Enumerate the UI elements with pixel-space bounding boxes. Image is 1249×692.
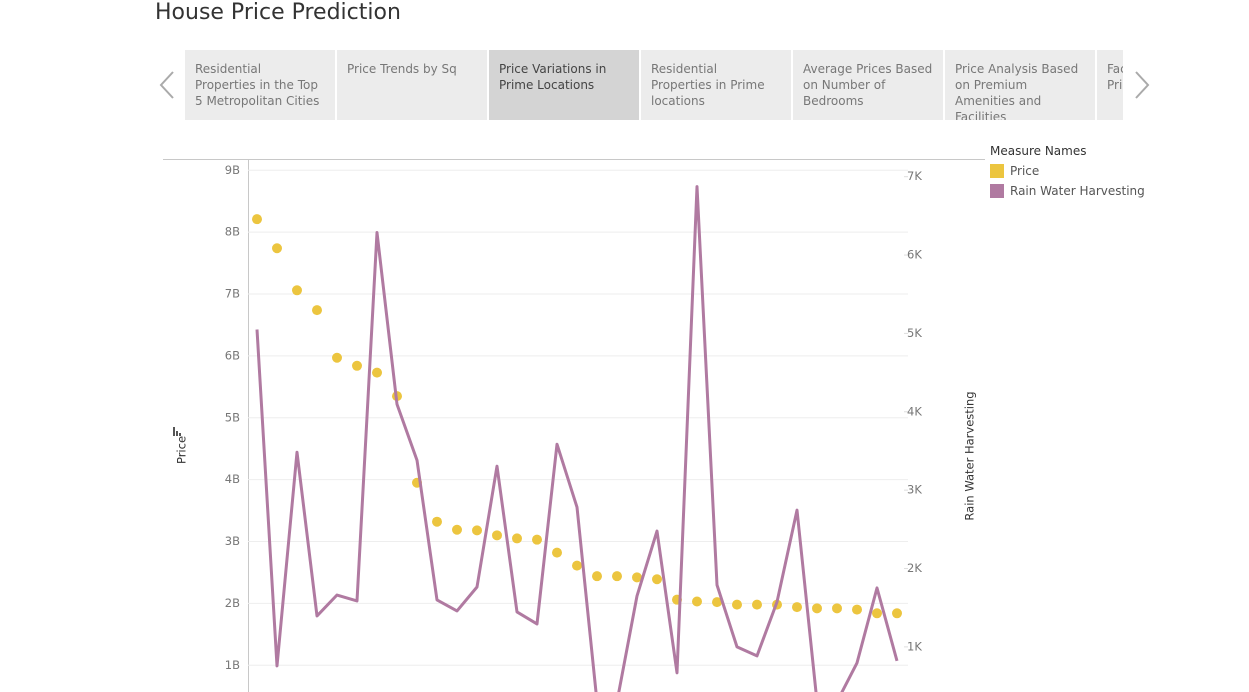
price-dot — [312, 305, 322, 316]
rain-water-line — [255, 185, 899, 692]
price-dot — [432, 516, 442, 527]
price-dot — [572, 560, 582, 571]
price-dot — [592, 571, 602, 582]
y2-tick-label: 6K — [907, 248, 922, 262]
y-tick-label: 5B — [225, 410, 240, 424]
y2-tick-label: 2K — [907, 561, 922, 575]
price-dot — [532, 534, 542, 545]
price-dot — [552, 547, 562, 558]
y-tick-label: 3B — [225, 534, 240, 548]
legend-title: Measure Names — [990, 144, 1087, 158]
tab[interactable]: Price Variations in Prime Locations — [489, 50, 639, 120]
y-tick-label: 7B — [225, 287, 240, 301]
y-tick-label: 8B — [225, 225, 240, 239]
price-dot — [832, 603, 842, 614]
y-tick-label: 6B — [225, 348, 240, 362]
y2-tick-label: 3K — [907, 483, 922, 497]
price-dot — [272, 243, 282, 254]
price-dot — [632, 572, 642, 583]
y2-tick-label: 5K — [907, 326, 922, 340]
y-tick-label: 1B — [225, 658, 240, 672]
tab[interactable]: Average Prices Based on Number of Bedroo… — [793, 50, 943, 120]
tab[interactable]: Price Trends by Sq — [337, 50, 487, 120]
price-dot — [332, 352, 342, 363]
y2-axis-title: Rain Water Harvesting — [963, 391, 977, 520]
tab[interactable]: Fac Pri — [1097, 50, 1123, 120]
price-dot — [472, 525, 482, 536]
y-tick-label: 9B — [225, 163, 240, 177]
legend-label: Rain Water Harvesting — [1010, 184, 1145, 198]
price-dot — [512, 533, 522, 544]
tab[interactable]: Price Analysis Based on Premium Amenitie… — [945, 50, 1095, 120]
price-dot — [652, 574, 662, 585]
price-dot — [612, 571, 622, 582]
price-dot — [712, 597, 722, 608]
price-dot — [292, 285, 302, 296]
price-dot — [252, 214, 262, 225]
price-dot — [892, 608, 902, 619]
page-title: House Price Prediction — [155, 0, 401, 25]
legend-swatch — [990, 164, 1004, 178]
price-dot — [792, 602, 802, 613]
legend-label: Price — [1010, 164, 1040, 178]
tab[interactable]: Residential Properties in Prime location… — [641, 50, 791, 120]
price-dot — [692, 596, 702, 607]
tab[interactable]: Residential Properties in the Top 5 Metr… — [185, 50, 335, 120]
sort-icon[interactable] — [173, 427, 181, 436]
chart: Price Rain Water Harvesting 1B 2B 3B 4B 5B 6B… — [163, 159, 985, 692]
y-tick-label: 2B — [225, 596, 240, 610]
y2-tick-label: 7K — [907, 169, 922, 183]
y-axis-title: Price — [175, 436, 189, 464]
legend-swatch — [990, 184, 1004, 198]
legend-item[interactable]: Rain Water Harvesting — [990, 184, 1145, 198]
y2-tick-label: 1K — [907, 639, 922, 653]
price-dot — [812, 603, 822, 614]
price-dot — [732, 599, 742, 610]
prev-arrow[interactable] — [158, 70, 178, 100]
price-dot — [492, 530, 502, 541]
price-dot — [872, 608, 882, 619]
legend-item[interactable]: Price — [990, 164, 1145, 178]
y2-tick-label: 4K — [907, 404, 922, 418]
legend: Measure Names Price Rain Water Harvesting — [990, 144, 1145, 198]
price-dot — [352, 360, 362, 371]
price-dot — [752, 599, 762, 610]
next-arrow[interactable] — [1132, 70, 1152, 100]
price-dot — [372, 367, 382, 378]
tab-strip: Residential Properties in the Top 5 Metr… — [185, 50, 1123, 120]
price-dot — [452, 524, 462, 535]
price-dot — [852, 604, 862, 615]
plot — [252, 185, 902, 692]
y-tick-label: 4B — [225, 472, 240, 486]
